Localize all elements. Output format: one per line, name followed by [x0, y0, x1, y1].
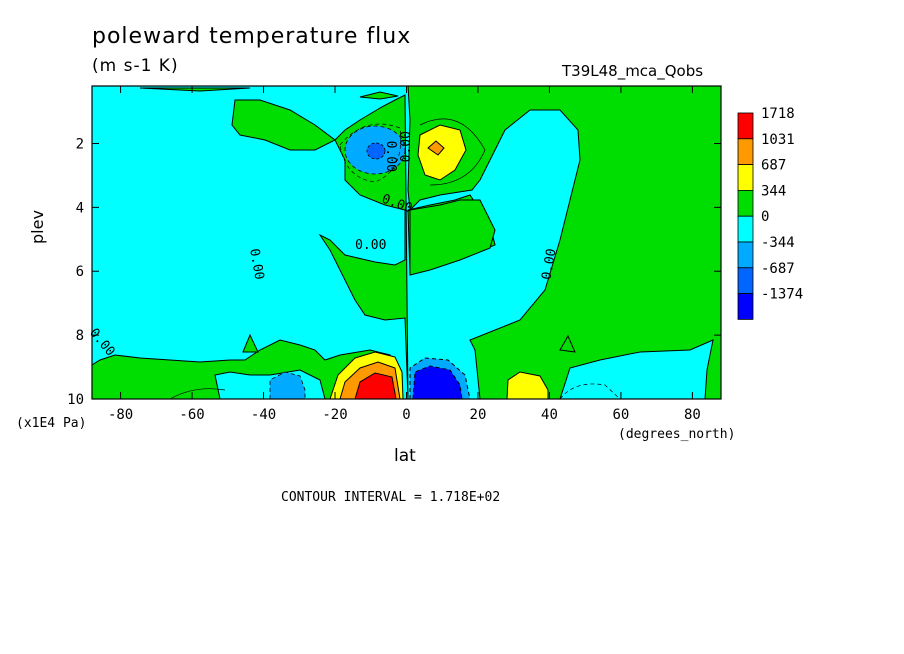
contour-line	[169, 388, 226, 399]
chart-title: poleward temperature flux	[92, 24, 412, 49]
colorbar-label: 344	[761, 183, 786, 199]
run-id: T39L48_mca_Qobs	[562, 62, 704, 80]
colorbar-label: -1374	[761, 287, 803, 303]
x-tick-label: -60	[179, 407, 204, 423]
field-region-positive	[559, 334, 576, 353]
colorbar-label: 1031	[761, 132, 795, 148]
x-tick-label: 80	[684, 407, 701, 423]
feature-negative-lower-core	[412, 365, 463, 399]
x-tick-label: 0	[402, 407, 410, 423]
field-region-positive	[242, 333, 259, 353]
field-region-positive	[139, 87, 251, 92]
x-axis-units: (degrees_north)	[618, 427, 736, 442]
contour-line	[559, 383, 621, 399]
contour-labels: 0.000.000.000.00 0.000.000.00	[86, 131, 560, 359]
feature-negative-lower-left	[269, 371, 306, 399]
y-axis-units: (x1E4 Pa)	[16, 416, 87, 431]
colorbar-label: 1718	[761, 106, 795, 122]
x-tick-label: 40	[541, 407, 558, 423]
colorbar-label: -687	[761, 261, 795, 277]
feature-positive-upper	[417, 124, 467, 181]
x-tick-label: 20	[470, 407, 487, 423]
contour-label: 0.00	[539, 248, 559, 281]
colorbar-label: -344	[761, 235, 795, 251]
contour-label: 0.00	[246, 248, 266, 281]
colorbar-swatch	[737, 112, 754, 140]
contour-label: 0.00	[355, 238, 386, 253]
y-tick-label: 4	[76, 200, 84, 216]
colorbar-swatch	[737, 138, 754, 166]
contour-line	[419, 118, 486, 186]
y-axis: 2 4 6 8 10	[67, 136, 721, 408]
colorbar-swatch	[737, 215, 754, 243]
x-tick-label: -20	[322, 407, 347, 423]
y-tick-label: 8	[76, 328, 84, 344]
x-axis: -80 -60 -40 -20 0 20 40 60 80	[108, 86, 701, 423]
colorbar-swatch	[737, 267, 754, 294]
plot-area	[92, 86, 721, 399]
contour-label: 0.00	[399, 131, 414, 162]
x-axis-label: lat	[394, 446, 416, 466]
colorbar-swatch	[737, 189, 754, 217]
feature-negative-upper-core	[366, 142, 386, 160]
y-tick-label: 2	[76, 136, 84, 152]
y-tick-label: 10	[67, 392, 84, 408]
colorbar-label: 0	[761, 209, 769, 225]
x-tick-label: -40	[251, 407, 276, 423]
chart-units: (m s-1 K)	[92, 56, 179, 76]
colorbar-swatch	[737, 164, 754, 191]
y-tick-label: 6	[76, 264, 84, 280]
field-region-positive	[409, 199, 496, 276]
feature-positive-lower-right	[506, 371, 549, 399]
field-region-positive	[407, 86, 721, 399]
feature-positive-upper-core	[427, 140, 445, 156]
field-region-positive	[359, 91, 399, 100]
colorbar-swatch	[737, 241, 754, 269]
contour-label: 0.00	[383, 141, 398, 172]
colorbar-swatch	[737, 293, 754, 320]
contour-line	[339, 123, 402, 183]
colorbar: 1718 1031 687 344 0 -344 -687 -1374	[737, 106, 803, 320]
contour-interval: CONTOUR INTERVAL = 1.718E+02	[281, 490, 501, 505]
colorbar-label: 687	[761, 158, 786, 174]
x-tick-label: 60	[613, 407, 630, 423]
x-tick-label: -80	[108, 407, 133, 423]
feature-positive-lower-core	[354, 372, 397, 399]
